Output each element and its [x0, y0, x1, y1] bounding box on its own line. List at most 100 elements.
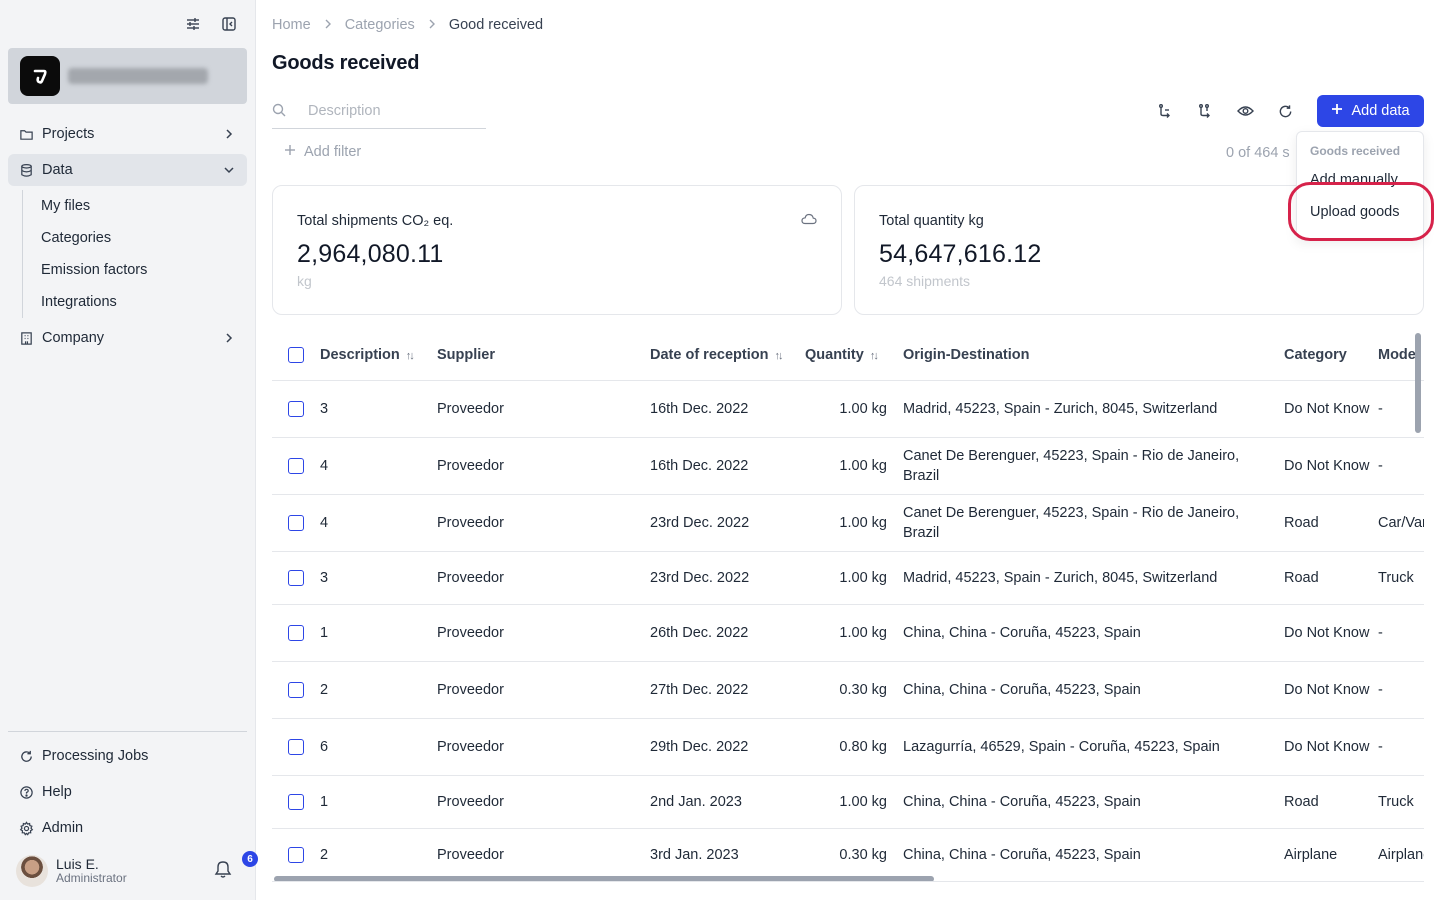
help-icon — [18, 784, 34, 800]
user-role: Administrator — [56, 871, 127, 886]
sidebar-item-data[interactable]: Data — [8, 154, 247, 186]
row-checkbox[interactable] — [288, 569, 304, 586]
column-header-supplier[interactable]: Supplier — [437, 330, 650, 381]
notification-badge: 6 — [242, 851, 258, 867]
collapse-sidebar-icon[interactable] — [219, 14, 239, 34]
refresh-icon[interactable] — [1273, 100, 1297, 122]
cell-quantity: 1.00 kg — [805, 604, 903, 662]
bell-icon[interactable] — [214, 859, 234, 881]
table-row[interactable]: 1 Proveedor 2nd Jan. 2023 1.00 kg China, Chi… — [272, 775, 1424, 829]
co2-summary-card: Total shipments CO₂ eq. 2,964,080.11 kg — [272, 185, 842, 315]
refresh-icon — [18, 748, 34, 764]
plus-icon — [1331, 103, 1343, 119]
sidebar-item-help[interactable]: Help — [8, 776, 247, 808]
sidebar-top-icons — [183, 14, 239, 34]
table-row[interactable]: 6 Proveedor 29th Dec. 2022 0.80 kg Lazagurrí… — [272, 718, 1424, 776]
cell-supplier: Proveedor — [437, 437, 650, 495]
column-header-description[interactable]: Description ↑↓ — [320, 330, 437, 381]
cell-supplier: Proveedor — [437, 661, 650, 719]
cell-mode: Airplane — [1378, 828, 1424, 882]
sidebar-item-admin[interactable]: Admin — [8, 812, 247, 844]
cell-date: 23rd Dec. 2022 — [650, 494, 805, 552]
database-icon — [18, 162, 34, 178]
row-checkbox[interactable] — [288, 738, 304, 755]
sort-icon[interactable]: ↑↓ — [405, 349, 415, 362]
sort-icon[interactable]: ↑↓ — [869, 349, 879, 362]
sidebar-subitem-emission-factors[interactable]: Emission factors — [41, 262, 148, 278]
sidebar-subitem-integrations[interactable]: Integrations — [41, 294, 117, 310]
sidebar-bottom-nav: Processing Jobs Help Admin — [8, 731, 247, 848]
group-by-icon[interactable] — [1153, 100, 1177, 122]
cell-quantity: 0.80 kg — [805, 718, 903, 776]
vertical-scrollbar[interactable] — [1415, 333, 1421, 433]
select-all-checkbox[interactable] — [288, 346, 304, 363]
row-checkbox[interactable] — [288, 681, 304, 698]
table-row[interactable]: 3 Proveedor 23rd Dec. 2022 1.00 kg Madrid, 4… — [272, 551, 1424, 605]
goods-table: Description ↑↓ Supplier Date of reception… — [272, 330, 1424, 882]
sliders-icon[interactable] — [183, 14, 203, 34]
cell-quantity: 1.00 kg — [805, 775, 903, 829]
organization-switcher[interactable] — [8, 48, 247, 104]
cell-supplier: Proveedor — [437, 718, 650, 776]
column-header-origin-destination[interactable]: Origin-Destination — [903, 330, 1284, 381]
eye-icon[interactable] — [1233, 100, 1257, 122]
cell-date: 16th Dec. 2022 — [650, 437, 805, 495]
menu-item-upload-goods[interactable]: Upload goods — [1310, 204, 1400, 220]
column-header-category[interactable]: Category — [1284, 330, 1378, 381]
breadcrumb-home[interactable]: Home — [272, 17, 311, 33]
column-header-quantity[interactable]: Quantity ↑↓ — [805, 330, 903, 381]
cell-category: Road — [1284, 551, 1378, 605]
cell-date: 2nd Jan. 2023 — [650, 775, 805, 829]
row-checkbox[interactable] — [288, 793, 304, 810]
cell-mode: Car/Van — [1378, 494, 1424, 552]
search-input[interactable] — [308, 103, 478, 119]
sidebar-item-label: Help — [42, 784, 72, 800]
cell-category: Road — [1284, 494, 1378, 552]
cell-quantity: 0.30 kg — [805, 661, 903, 719]
row-checkbox[interactable] — [288, 624, 304, 641]
cell-mode: - — [1378, 437, 1424, 495]
column-header-date[interactable]: Date of reception ↑↓ — [650, 330, 805, 381]
cell-description: 4 — [320, 494, 437, 552]
sidebar-subitem-my-files[interactable]: My files — [41, 198, 91, 214]
sidebar-item-company[interactable]: Company — [8, 322, 247, 354]
row-checkbox[interactable] — [288, 846, 304, 863]
cell-origin-destination: Canet De Berenguer, 45223, Spain - Rio d… — [903, 437, 1284, 495]
add-data-button[interactable]: Add data — [1317, 95, 1424, 127]
cell-origin-destination: Canet De Berenguer, 45223, Spain - Rio d… — [903, 494, 1284, 552]
sidebar-subitem-categories[interactable]: Categories — [41, 230, 112, 246]
cell-description: 3 — [320, 551, 437, 605]
row-checkbox[interactable] — [288, 514, 304, 531]
table-row[interactable]: 3 Proveedor 16th Dec. 2022 1.00 kg Madrid, 4… — [272, 380, 1424, 438]
table-row[interactable]: 2 Proveedor 27th Dec. 2022 0.30 kg China, Ch… — [272, 661, 1424, 719]
sidebar-item-label: Processing Jobs — [42, 748, 149, 764]
cell-quantity: 1.00 kg — [805, 551, 903, 605]
row-checkbox[interactable] — [288, 400, 304, 417]
row-checkbox[interactable] — [288, 457, 304, 474]
table-row[interactable]: 4 Proveedor 16th Dec. 2022 1.00 kg Canet De … — [272, 437, 1424, 495]
table-row[interactable]: 1 Proveedor 26th Dec. 2022 1.00 kg China, Ch… — [272, 604, 1424, 662]
add-filter-button[interactable]: Add filter — [284, 144, 361, 160]
user-profile[interactable]: Luis E. Administrator 6 — [16, 851, 258, 889]
table-row[interactable]: 4 Proveedor 23rd Dec. 2022 1.00 kg Canet De … — [272, 494, 1424, 552]
sidebar-item-label: Projects — [42, 126, 95, 142]
cell-quantity: 1.00 kg — [805, 494, 903, 552]
cell-supplier: Proveedor — [437, 775, 650, 829]
table-bottom-border — [272, 881, 1424, 882]
table-row[interactable]: 2 Proveedor 3rd Jan. 2023 0.30 kg China, Chi… — [272, 828, 1424, 882]
search-bar — [272, 94, 486, 129]
horizontal-scrollbar[interactable] — [274, 876, 934, 882]
main-content: Home Categories Good received Goods rece… — [256, 0, 1440, 900]
cell-mode: - — [1378, 661, 1424, 719]
cell-origin-destination: Lazagurría, 46529, Spain - Coruña, 45223… — [903, 718, 1284, 776]
sidebar-item-processing-jobs[interactable]: Processing Jobs — [8, 740, 247, 772]
breadcrumb-categories[interactable]: Categories — [344, 17, 415, 33]
columns-icon[interactable] — [1193, 100, 1217, 122]
cell-category: Road — [1284, 775, 1378, 829]
sort-icon[interactable]: ↑↓ — [774, 349, 783, 362]
cell-description: 1 — [320, 604, 437, 662]
sidebar-item-projects[interactable]: Projects — [8, 118, 247, 150]
cell-category: Do Not Know — [1284, 437, 1378, 495]
breadcrumb: Home Categories Good received — [272, 17, 543, 33]
cell-mode: Truck — [1378, 551, 1424, 605]
